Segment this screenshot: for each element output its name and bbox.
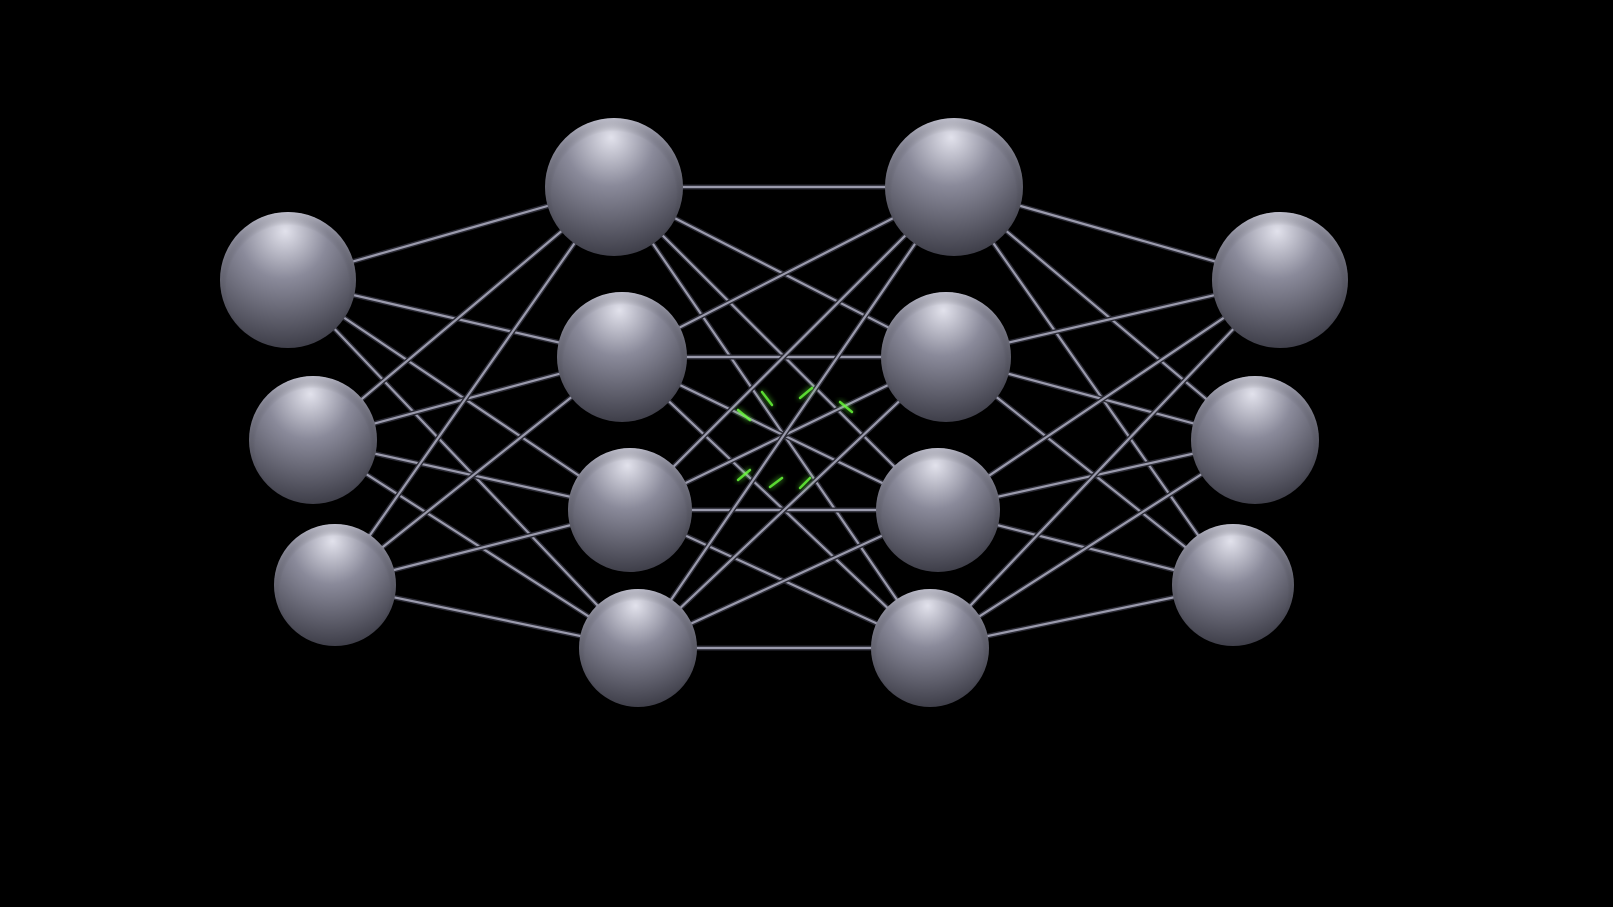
connection-line [929,439,1256,649]
glow-accent [736,408,752,422]
connection-line [953,186,1234,586]
connection-line [334,186,615,586]
glow-accent [798,476,812,490]
neuron-node-rim [1212,212,1348,348]
input-layer [220,212,396,646]
glow-accent [798,386,814,400]
green-glow-accents [736,386,854,490]
glow-accent [736,468,752,482]
neuron-node-rim [579,589,697,707]
glow-accent [838,400,854,414]
connection-line [287,279,639,649]
connection-line [637,356,947,649]
neuron-node-rim [568,448,692,572]
connection-line [613,186,939,511]
glow-accent [760,390,774,407]
neuron-node-rim [885,118,1023,256]
glow-accent [768,476,784,489]
neuron-node-rim [1191,376,1319,504]
neuron-node-rim [545,118,683,256]
output-layer [1172,212,1348,646]
neuron-node-rim [274,524,396,646]
hidden-layer-1 [545,118,697,707]
neuron-node-rim [876,448,1000,572]
hidden-layer-2 [871,118,1023,707]
neuron-node-rim [557,292,687,422]
connection-line [937,279,1281,511]
connection-line [613,186,931,649]
connection-line [629,186,955,511]
connection-line [287,279,631,511]
neuron-node-rim [871,589,989,707]
neuron-node-rim [249,376,377,504]
neuron-node-rim [220,212,356,348]
neuron-node-rim [1172,524,1294,646]
connection-line [929,279,1281,649]
connection-line [637,186,955,649]
connection-lines [286,184,1282,651]
connection-line [312,439,639,649]
neuron-node-rim [881,292,1011,422]
neuron-nodes [220,118,1348,707]
connection-line [621,356,931,649]
